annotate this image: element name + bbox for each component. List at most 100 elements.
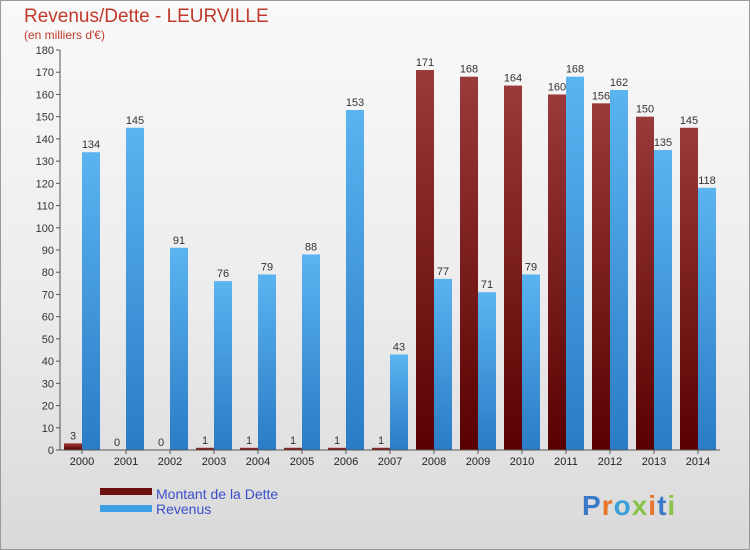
y-tick-label: 100 xyxy=(36,223,54,235)
bar-debt xyxy=(328,447,346,450)
bar-revenus xyxy=(258,274,276,450)
brand-letter: i xyxy=(648,490,657,521)
brand-letter: r xyxy=(602,490,614,521)
y-tick-label: 20 xyxy=(42,401,54,413)
brand-letter: x xyxy=(632,490,649,521)
data-label-revenus: 79 xyxy=(525,261,537,273)
bar-revenus xyxy=(126,127,144,451)
bar-debt xyxy=(592,103,610,450)
bar-debt xyxy=(680,127,698,451)
bar-debt xyxy=(636,116,654,451)
bar-debt xyxy=(240,447,258,450)
bars-group: 3 134 0 145 0 91 1 76 1 79 1 88 1 153 1 43 171 77 168 71 164… xyxy=(64,57,716,451)
data-label-revenus: 162 xyxy=(610,77,628,89)
bar-debt xyxy=(548,94,566,450)
x-tick-label: 2003 xyxy=(202,456,226,468)
y-tick-label: 170 xyxy=(36,67,54,79)
data-label-debt: 150 xyxy=(636,104,654,116)
legend-label-debt: Montant de la Dette xyxy=(156,486,278,502)
data-label-debt: 168 xyxy=(460,64,478,76)
brand-letter: o xyxy=(614,490,632,521)
y-tick-label: 150 xyxy=(36,112,54,124)
data-label-revenus: 77 xyxy=(437,266,449,278)
brand-letter: i xyxy=(667,490,676,521)
y-tick-label: 160 xyxy=(36,89,54,101)
brand-letter: P xyxy=(582,490,602,521)
x-tick-label: 2006 xyxy=(334,456,358,468)
data-label-debt: 3 xyxy=(70,430,76,442)
data-label-debt: 1 xyxy=(202,435,208,447)
x-axis: 2000 2001 2002 2003 2004 2005 2006 2007 2008 2009… xyxy=(60,449,720,468)
bar-debt xyxy=(416,70,434,450)
y-tick-label: 80 xyxy=(42,267,54,279)
chart-title: Revenus/Dette - LEURVILLE xyxy=(24,6,269,27)
bar-revenus xyxy=(170,247,188,450)
bar-debt xyxy=(196,447,214,450)
data-label-debt: 156 xyxy=(592,90,610,102)
data-label-revenus: 79 xyxy=(261,261,273,273)
data-label-revenus: 43 xyxy=(393,341,405,353)
data-label-revenus: 134 xyxy=(82,139,100,151)
data-label-debt: 160 xyxy=(548,81,566,93)
y-tick-label: 0 xyxy=(48,445,54,457)
x-tick-label: 2004 xyxy=(246,456,270,468)
bar-revenus xyxy=(610,90,628,450)
bar-revenus xyxy=(302,254,320,450)
y-tick-label: 180 xyxy=(36,45,54,57)
bar-revenus xyxy=(82,152,100,450)
y-tick-label: 110 xyxy=(36,201,54,213)
bar-revenus xyxy=(346,110,364,450)
data-label-debt: 171 xyxy=(416,57,434,69)
x-tick-label: 2009 xyxy=(466,456,490,468)
y-tick-label: 50 xyxy=(42,334,54,346)
bar-debt xyxy=(460,76,478,451)
data-label-debt: 1 xyxy=(378,435,384,447)
data-label-revenus: 118 xyxy=(698,175,716,187)
data-label-revenus: 88 xyxy=(305,241,317,253)
data-label-revenus: 135 xyxy=(654,137,672,149)
bar-debt xyxy=(284,447,302,450)
x-tick-label: 2007 xyxy=(378,456,402,468)
data-label-revenus: 91 xyxy=(173,235,185,247)
y-tick-label: 40 xyxy=(42,356,54,368)
data-label-debt: 1 xyxy=(246,435,252,447)
bar-revenus xyxy=(566,76,584,451)
chart-subtitle: (en milliers d'€) xyxy=(24,28,105,42)
x-tick-label: 2014 xyxy=(686,456,710,468)
y-tick-label: 140 xyxy=(36,134,54,146)
bar-revenus xyxy=(214,281,232,450)
x-tick-label: 2001 xyxy=(114,456,138,468)
bar-revenus xyxy=(478,292,496,450)
x-tick-label: 2010 xyxy=(510,456,534,468)
bar-revenus xyxy=(434,278,452,450)
data-label-debt: 1 xyxy=(334,435,340,447)
bar-revenus xyxy=(390,354,408,450)
brand-logo: Proxiti xyxy=(582,490,676,521)
legend-swatch-debt xyxy=(100,488,152,495)
x-tick-label: 2011 xyxy=(554,456,578,468)
x-tick-label: 2005 xyxy=(290,456,314,468)
y-tick-label: 130 xyxy=(36,156,54,168)
data-label-debt: 1 xyxy=(290,435,296,447)
legend: Montant de la Dette Revenus xyxy=(100,486,278,517)
y-tick-label: 60 xyxy=(42,312,54,324)
brand-letter: t xyxy=(657,490,667,521)
x-tick-label: 2002 xyxy=(158,456,182,468)
data-label-debt: 145 xyxy=(680,115,698,127)
data-label-debt: 0 xyxy=(114,437,120,449)
y-tick-label: 90 xyxy=(42,245,54,257)
x-tick-label: 2008 xyxy=(422,456,446,468)
y-tick-label: 70 xyxy=(42,289,54,301)
y-axis: 0 10 20 30 40 50 60 70 80 90 100 110 120 130 140 150 160… xyxy=(36,45,61,457)
bar-debt xyxy=(64,443,82,450)
bar-revenus xyxy=(698,187,716,450)
y-tick-label: 10 xyxy=(42,423,54,435)
data-label-revenus: 76 xyxy=(217,268,229,280)
data-label-revenus: 71 xyxy=(481,279,493,291)
x-tick-label: 2000 xyxy=(70,456,94,468)
data-label-revenus: 145 xyxy=(126,115,144,127)
data-label-revenus: 153 xyxy=(346,97,364,109)
bar-debt xyxy=(504,85,522,451)
bar-debt xyxy=(372,447,390,450)
x-tick-label: 2012 xyxy=(598,456,622,468)
